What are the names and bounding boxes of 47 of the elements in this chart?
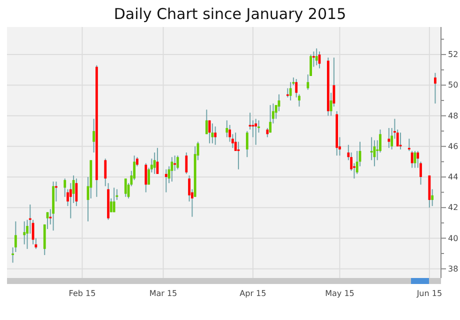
candlestick (254, 118, 258, 146)
candlestick (75, 178, 78, 207)
candlestick (266, 128, 269, 138)
candlestick (370, 136, 373, 161)
candlestick (286, 88, 289, 98)
y-tick-label: 38 (448, 264, 458, 274)
candlestick (226, 120, 228, 138)
x-tick-label: Apr 15 (240, 289, 266, 298)
x-tick-label: Jun 15 (416, 289, 442, 298)
y-tick-label: 44 (448, 172, 458, 182)
candlestick (176, 155, 179, 170)
candlestick (388, 128, 390, 148)
candlestick (116, 188, 118, 200)
candlestick (410, 150, 414, 168)
candlestick (144, 162, 148, 193)
candlestick (246, 130, 248, 158)
y-tick-label: 40 (448, 234, 458, 243)
x-tick-label: Feb 15 (68, 289, 96, 298)
y-tick-label: 42 (448, 203, 458, 212)
candlestick (112, 187, 116, 213)
x-tick-label: May 15 (325, 289, 354, 298)
candlestick (211, 122, 214, 144)
y-tick-label: 50 (448, 80, 458, 90)
candlestick (110, 198, 112, 213)
candlestick (315, 48, 318, 66)
candlestick (164, 168, 168, 193)
candlestick (312, 50, 315, 68)
candlestick (408, 138, 410, 152)
candlestick (185, 152, 188, 174)
candlestick (434, 72, 436, 104)
candlestick (153, 152, 156, 174)
candlestick (92, 118, 95, 153)
candlestick (174, 155, 176, 172)
x-tick-label: Mar 15 (149, 289, 178, 298)
candlestick (170, 156, 174, 182)
candlestick (64, 178, 66, 198)
y-tick-label: 46 (448, 142, 458, 151)
candlestick (252, 120, 254, 138)
y-tick-label: 48 (448, 111, 458, 120)
candlestick (269, 104, 272, 134)
chart-title: Daily Chart since January 2015 (114, 5, 346, 23)
y-tick-label: 52 (448, 50, 458, 60)
candlestick (104, 158, 107, 187)
candlestick (431, 188, 434, 207)
candlestick (23, 220, 26, 245)
candlestick (124, 178, 127, 198)
candlestick (214, 126, 217, 146)
